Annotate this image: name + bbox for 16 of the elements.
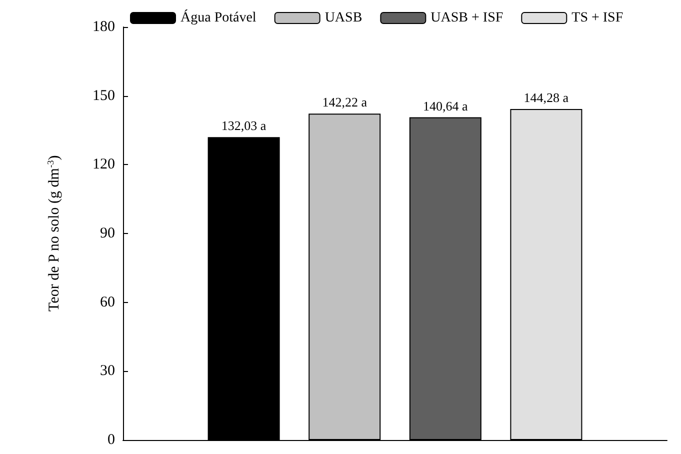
data-label: 132,03 a [221, 118, 266, 134]
y-tick-label: 30 [100, 363, 115, 380]
data-label: 142,22 a [322, 94, 368, 110]
legend-label: TS + ISF [572, 10, 624, 26]
legend-label: UASB [324, 10, 362, 26]
y-tick-label: 120 [92, 156, 115, 173]
y-tick-label: 180 [92, 19, 115, 35]
data-label: 140,64 a [423, 98, 468, 114]
data-label: 144,28 a [524, 90, 569, 105]
y-tick-label: 150 [92, 88, 115, 104]
y-tick-label: 90 [100, 226, 115, 242]
legend-label: Água Potável [180, 8, 256, 26]
y-axis-title: Teor de P no solo (g dm-3) [46, 155, 62, 312]
legend-label: UASB + ISF [430, 10, 504, 26]
y-tick-label: 60 [100, 294, 115, 310]
y-tick-label: 0 [108, 432, 115, 448]
